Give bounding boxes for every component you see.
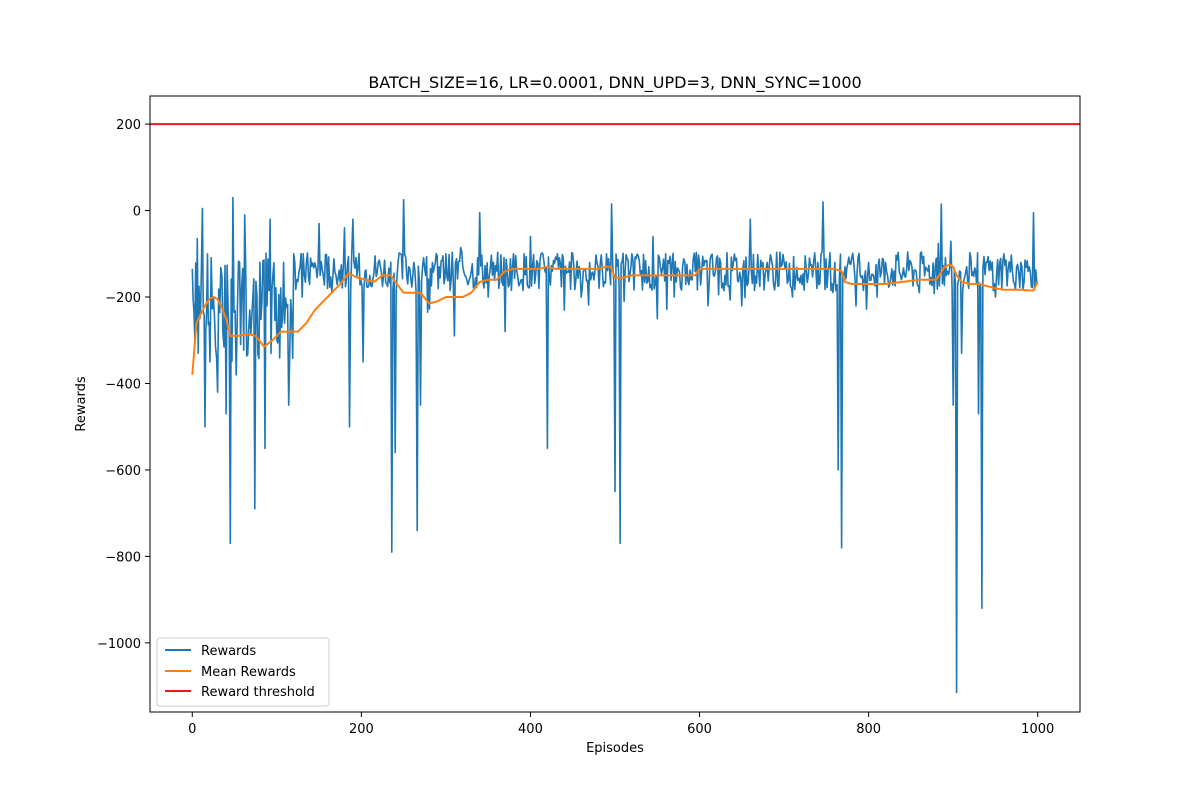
chart-title: BATCH_SIZE=16, LR=0.0001, DNN_UPD=3, DNN… [368,73,861,93]
legend-label-reward-threshold: Reward threshold [201,685,315,700]
x-tick-label: 1000 [1021,722,1054,737]
y-axis: 200 0 −200 −400 −600 −800 −1000 [97,118,150,652]
y-tick-label: 200 [116,118,141,133]
x-tick-label: 800 [856,722,881,737]
series-rewards [191,196,1038,694]
legend-label-mean-rewards: Mean Rewards [201,665,296,680]
y-axis-label: Rewards [74,376,89,431]
x-tick-label: 600 [687,722,712,737]
plot-area [149,95,1081,713]
series-layer [150,123,1080,694]
legend-box [156,637,330,707]
series-mean-rewards [191,263,1039,375]
x-axis-label: Episodes [586,741,644,756]
y-tick-label: −800 [105,550,141,565]
x-tick-label: 0 [188,722,196,737]
x-tick-label: 400 [518,722,543,737]
y-tick-label: −600 [105,464,141,479]
x-tick-label: 200 [349,722,374,737]
plot-frame [149,95,1081,713]
y-tick-label: −200 [105,291,141,306]
legend-label-rewards: Rewards [201,644,256,659]
legend: Rewards Mean Rewards Reward threshold [156,637,330,707]
y-tick-label: −1000 [97,637,141,652]
y-tick-label: −400 [105,377,141,392]
x-axis: 0 200 400 600 800 1000 [188,712,1054,737]
y-tick-label: 0 [133,205,141,220]
